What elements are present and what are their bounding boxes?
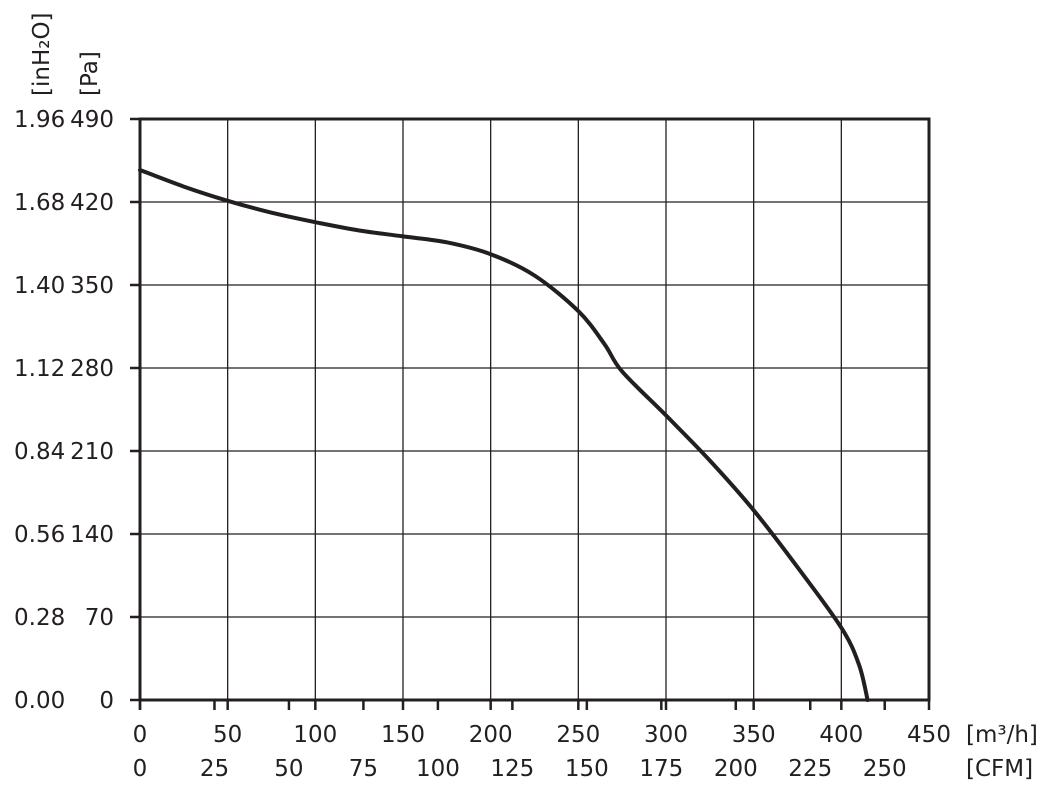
y-tick-label-inh2o: 0.84: [14, 439, 65, 465]
x-tick-label-cfm: 175: [639, 756, 683, 782]
y-unit-label-inh2o: [inH₂O]: [29, 12, 55, 96]
curve-layer: [138, 168, 870, 702]
y-tick-label-pa: 70: [85, 605, 114, 631]
x-tick-label-cfm: 25: [200, 756, 229, 782]
x-tick-label-m3h: 100: [293, 722, 337, 748]
x-unit-label-m3h: [m³/h]: [966, 722, 1038, 748]
x-tick-label-cfm: 225: [788, 756, 832, 782]
grid: [140, 119, 929, 700]
y-tick-label-inh2o: 1.68: [14, 190, 65, 216]
x-tick-label-m3h: 150: [381, 722, 425, 748]
x-tick-label-cfm: 125: [490, 756, 534, 782]
x-tick-label-cfm: 150: [565, 756, 609, 782]
y-tick-label-inh2o: 0.56: [14, 522, 65, 548]
axis-ticks: [130, 117, 931, 710]
x-unit-label-cfm: [CFM]: [966, 756, 1033, 782]
x-tick-label-cfm: 100: [416, 756, 460, 782]
y-tick-label-pa: 490: [70, 107, 114, 133]
x-tick-label-m3h: 350: [732, 722, 776, 748]
x-tick-label-cfm: 200: [714, 756, 758, 782]
y-tick-label-inh2o: 1.12: [14, 356, 65, 382]
x-tick-label-m3h: 200: [469, 722, 513, 748]
y-tick-label-pa: 210: [70, 439, 114, 465]
y-tick-label-pa: 420: [70, 190, 114, 216]
plot-frame: [138, 117, 931, 702]
x-tick-label-cfm: 75: [349, 756, 378, 782]
x-tick-label-cfm: 250: [863, 756, 907, 782]
axis-labels: 00.00700.281400.562100.842801.123501.404…: [14, 107, 951, 782]
plot-border: [138, 117, 931, 702]
y-tick-label-inh2o: 1.40: [14, 273, 65, 299]
x-tick-label-cfm: 0: [133, 756, 148, 782]
x-tick-label-m3h: 400: [819, 722, 863, 748]
y-tick-label-inh2o: 0.00: [14, 688, 65, 714]
pressure-flow-curve: [138, 168, 870, 702]
y-tick-label-inh2o: 1.96: [14, 107, 65, 133]
x-tick-label-cfm: 50: [274, 756, 303, 782]
x-tick-label-m3h: 450: [907, 722, 951, 748]
y-tick-label-pa: 280: [70, 356, 114, 382]
y-tick-label-inh2o: 0.28: [14, 605, 65, 631]
x-tick-label-m3h: 0: [133, 722, 148, 748]
x-tick-label-m3h: 250: [556, 722, 600, 748]
y-tick-label-pa: 350: [70, 273, 114, 299]
x-tick-label-m3h: 300: [644, 722, 688, 748]
y-tick-label-pa: 0: [99, 688, 114, 714]
x-tick-label-m3h: 50: [213, 722, 242, 748]
y-unit-label-pa: [Pa]: [77, 51, 103, 96]
y-tick-label-pa: 140: [70, 522, 114, 548]
